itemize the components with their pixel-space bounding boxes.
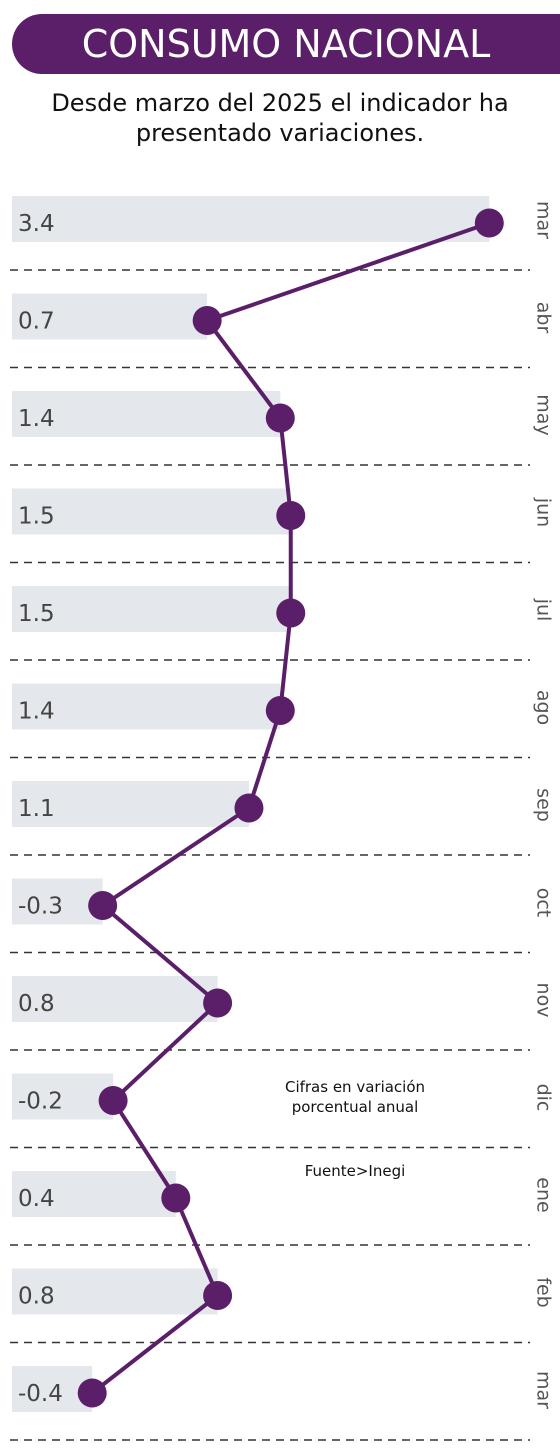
value-label: 0.8 [18,1284,55,1310]
month-label: oct [533,888,555,918]
value-label: -0.4 [18,1381,63,1407]
chart-subtitle: Desde marzo del 2025 el indicador ha pre… [51,89,509,147]
month-label: feb [533,1277,555,1307]
month-label: jun [533,497,555,527]
bar [12,196,490,242]
month-label: jul [533,598,555,622]
page-title: CONSUMO NACIONAL [81,22,491,66]
bar [12,488,291,535]
units-note: Cifras en variación porcentual anual [284,1078,426,1116]
bar [12,391,281,437]
value-label: 1.4 [18,699,55,725]
data-point [77,1378,107,1408]
bar [12,586,291,632]
data-points [77,208,504,1408]
value-label: 1.4 [18,406,55,432]
value-label: 0.4 [18,1186,55,1212]
month-label: nov [533,983,555,1018]
value-label: 1.5 [18,504,55,530]
value-label: 1.5 [18,601,55,627]
data-point [265,403,295,433]
month-label: mar [533,201,555,239]
grid-lines [10,269,530,1441]
data-point [192,306,222,335]
value-labels: 3.4 0.7 1.4 1.5 1.5 1.4 1.1 -0.3 0.8 -0.2 0.4 0.8 -0… [18,211,63,1407]
bar [12,976,218,1022]
data-point [265,696,295,725]
data-point [203,1281,233,1310]
value-label: 1.1 [18,796,55,822]
data-point [474,208,504,238]
month-label: abr [533,302,555,334]
data-point [88,891,118,920]
header-bar: CONSUMO NACIONAL [12,14,560,74]
bar [12,878,103,925]
month-labels: mar abr may jun jul ago sep oct nov dic ene feb mar [533,201,555,1409]
data-point [276,598,306,628]
bar [12,1268,218,1315]
month-label: ene [533,1177,555,1212]
bars-group [12,196,490,1412]
value-label: 0.8 [18,991,55,1017]
bar [12,1073,114,1120]
bar [12,781,249,827]
month-label: dic [533,1084,555,1112]
data-point [98,1086,128,1115]
value-label: -0.2 [18,1089,63,1115]
value-label: -0.3 [18,894,63,920]
value-label: 3.4 [18,211,55,237]
bar [12,683,281,730]
data-point [234,793,264,823]
month-label: may [533,394,555,435]
month-label: ago [533,690,555,725]
data-point [203,988,233,1018]
data-point [161,1183,191,1213]
data-point [276,501,306,530]
bar [12,293,208,340]
month-label: sep [533,788,555,822]
bar [12,1171,176,1217]
month-label: mar [533,1371,555,1409]
value-label: 0.7 [18,309,55,335]
source-note: Fuente>Inegi [304,1162,406,1180]
